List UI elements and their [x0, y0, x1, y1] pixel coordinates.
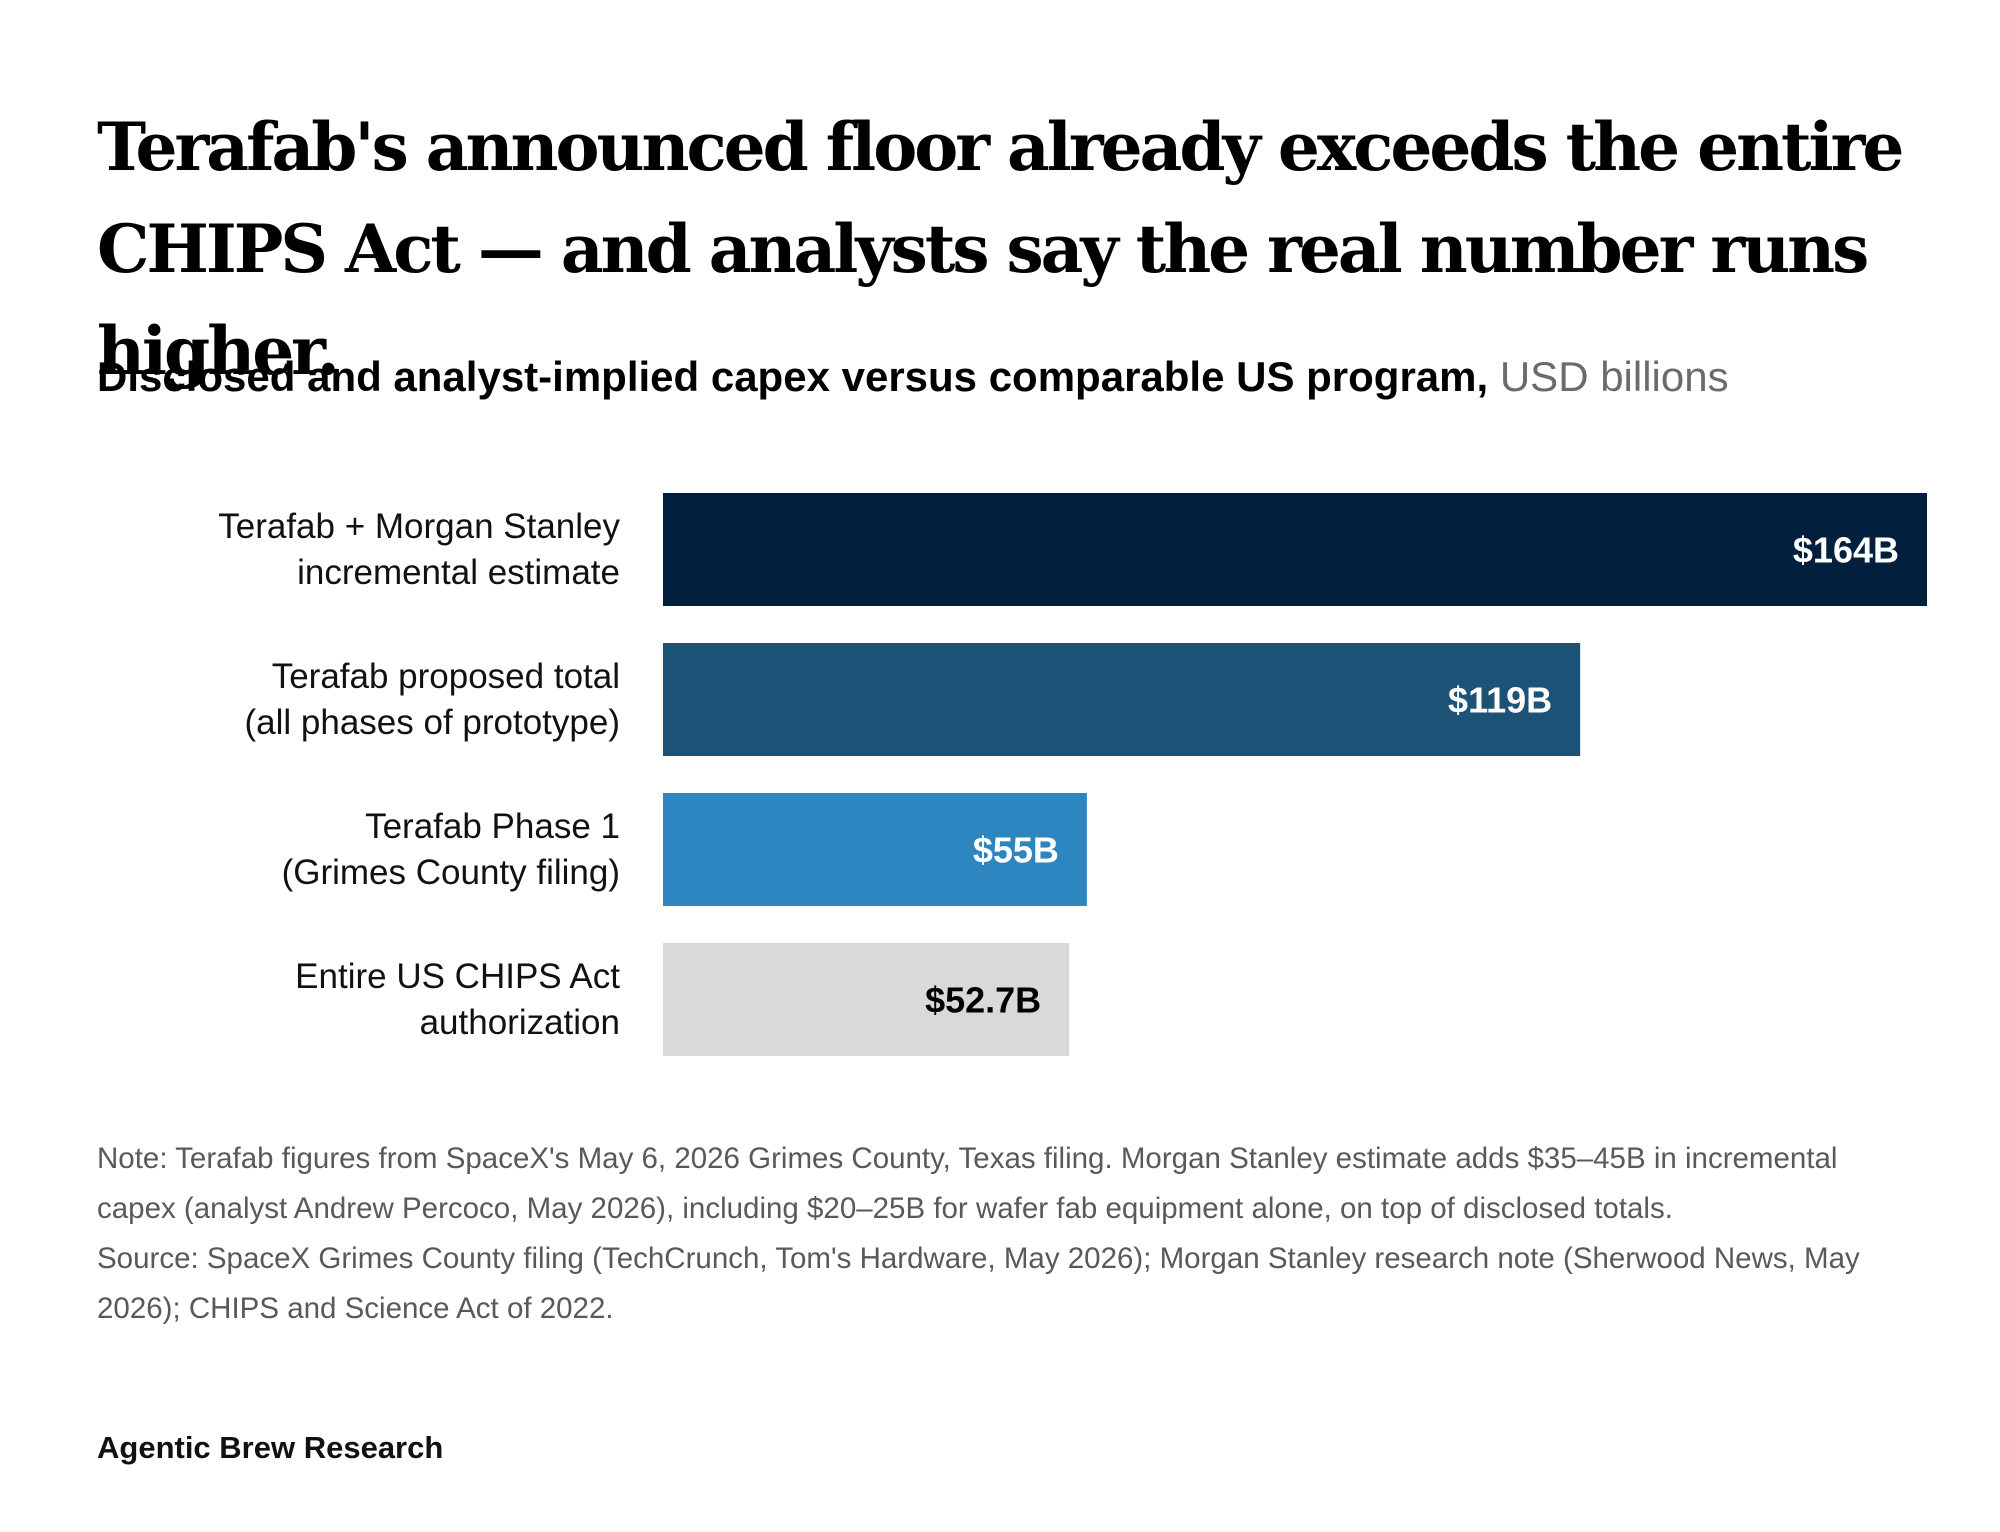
- category-label-line: (all phases of prototype): [244, 702, 620, 742]
- note-text: Note: Terafab figures from SpaceX's May …: [97, 1142, 1838, 1225]
- chart-title: Terafab's announced floor already exceed…: [97, 108, 1904, 390]
- category-label-line: incremental estimate: [297, 552, 620, 592]
- bar-2: [663, 793, 1087, 906]
- chart-footnote: Note: Terafab figures from SpaceX's May …: [97, 1134, 1907, 1334]
- category-label-0: Terafab + Morgan Stanley incremental esti…: [60, 504, 620, 596]
- subtitle-text: Disclosed and analyst-implied capex vers…: [97, 353, 1489, 400]
- category-label-1: Terafab proposed total (all phases of pro…: [60, 654, 620, 746]
- category-label-line: Terafab + Morgan Stanley: [218, 506, 620, 546]
- bar-1: [663, 643, 1581, 756]
- bar-chart-svg: $164B $119B $55B $52.7B: [663, 493, 1927, 1056]
- bar-value-label-2: $55B: [973, 830, 1059, 871]
- category-label-line: Terafab Phase 1: [365, 806, 620, 846]
- bar-value-label-1: $119B: [1448, 680, 1552, 721]
- brand-credit: Agentic Brew Research: [97, 1430, 444, 1465]
- category-label-3: Entire US CHIPS Act authorization: [60, 954, 620, 1046]
- category-label-line: Terafab proposed total: [271, 656, 620, 696]
- bar-value-label-3: $52.7B: [925, 980, 1041, 1021]
- subtitle-unit: USD billions: [1499, 353, 1729, 400]
- bar-chart: $164B $119B $55B $52.7B Terafab + Morgan St…: [0, 470, 2000, 1070]
- bar-0: [663, 493, 1927, 606]
- category-label-line: (Grimes County filing): [281, 852, 620, 892]
- category-label-2: Terafab Phase 1 (Grimes County filing): [60, 804, 620, 896]
- bar-value-label-0: $164B: [1793, 530, 1899, 571]
- bar-3: [663, 943, 1070, 1056]
- category-label-line: authorization: [419, 1002, 620, 1042]
- category-label-line: Entire US CHIPS Act: [295, 956, 620, 996]
- source-text: Source: SpaceX Grimes County filing (Tec…: [97, 1242, 1860, 1325]
- chart-subtitle: Disclosed and analyst-implied capex vers…: [97, 350, 1957, 404]
